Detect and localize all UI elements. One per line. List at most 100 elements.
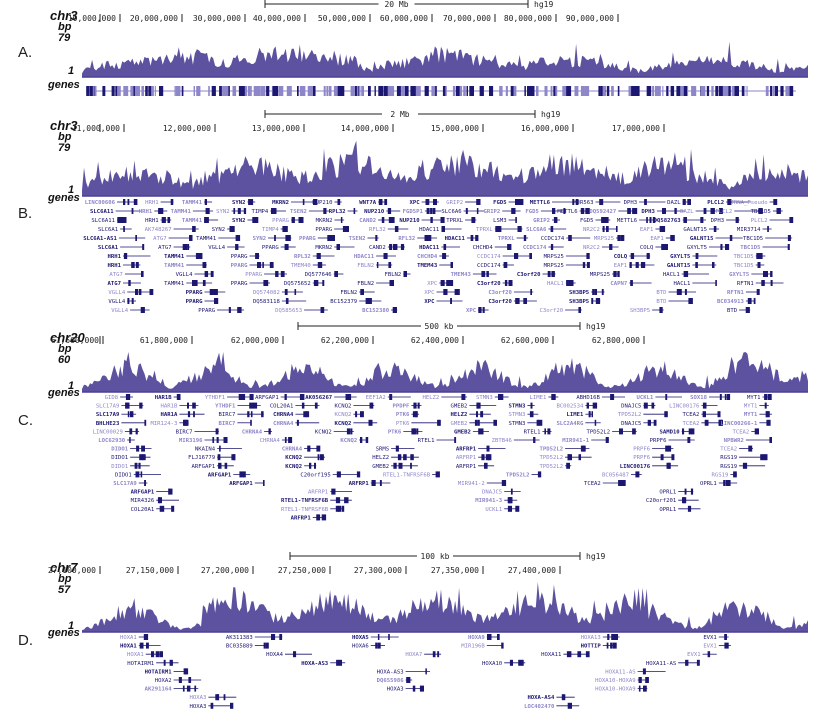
gene-label: LINC00176 bbox=[669, 404, 699, 410]
gene-label: DAZL bbox=[680, 209, 694, 215]
gene-exon bbox=[510, 280, 513, 286]
gene-label: TAMM41 bbox=[182, 200, 203, 206]
gene-block bbox=[278, 86, 284, 96]
gene-exon bbox=[504, 280, 508, 286]
gene-label: TAMM41 bbox=[196, 236, 216, 242]
gene-exon bbox=[235, 235, 241, 241]
gene-label: YTHDF1 bbox=[215, 404, 236, 410]
gene-exon bbox=[142, 454, 146, 461]
gene-label: MIR4326 bbox=[131, 498, 155, 504]
gene-label: BIRC7 bbox=[176, 429, 193, 435]
gene-exon bbox=[353, 208, 356, 214]
gene-exon bbox=[151, 651, 155, 658]
axis-tick-label: 10,000,000 bbox=[68, 14, 116, 23]
gene-exon bbox=[544, 428, 546, 435]
gene-exon bbox=[586, 253, 590, 259]
gene-exon bbox=[340, 217, 343, 223]
gene-exon bbox=[591, 411, 593, 418]
gene-exon bbox=[131, 208, 134, 214]
gene-exon bbox=[715, 280, 717, 286]
gene-exon bbox=[443, 289, 448, 295]
gene-label: LIME1 bbox=[567, 412, 584, 418]
gene-exon bbox=[215, 694, 219, 701]
gene-exon bbox=[524, 235, 527, 241]
gene-exon bbox=[652, 217, 656, 223]
gene-label: EAF1 bbox=[614, 263, 627, 269]
gene-exon bbox=[645, 677, 647, 683]
gene-exon bbox=[757, 289, 760, 295]
gene-label: ATG7 bbox=[158, 245, 171, 251]
gene-exon bbox=[337, 505, 342, 512]
gene-exon bbox=[713, 226, 717, 232]
gene-exon bbox=[135, 289, 138, 295]
gene-exon bbox=[135, 428, 138, 435]
gene-label: FGD5P1 bbox=[403, 209, 424, 215]
gene-exon bbox=[507, 497, 512, 504]
gene-exon bbox=[202, 262, 207, 268]
gene-label: MIR563 bbox=[573, 200, 593, 206]
gene-exon bbox=[224, 462, 228, 469]
gene-exon bbox=[745, 307, 750, 313]
axis-tick-label: 27,250,000 bbox=[278, 566, 326, 575]
gene-block bbox=[239, 86, 243, 96]
gene-exon bbox=[599, 199, 604, 205]
gene-label: FGD5 bbox=[493, 200, 506, 206]
gene-exon bbox=[269, 262, 274, 268]
gene-exon bbox=[533, 437, 536, 443]
gene-exon bbox=[323, 208, 327, 214]
gene-exon bbox=[355, 411, 358, 418]
gene-block bbox=[479, 86, 484, 96]
gene-exon bbox=[580, 208, 585, 214]
gene-exon bbox=[764, 394, 768, 400]
gene-label: OPRL1 bbox=[700, 481, 717, 487]
gene-label: HOXA11-AS bbox=[646, 661, 676, 667]
gene-label: HRH1 bbox=[139, 209, 153, 215]
gene-block bbox=[562, 86, 567, 96]
gene-label: CHCHD4 bbox=[417, 254, 438, 260]
gene-block bbox=[131, 86, 137, 96]
gene-block bbox=[788, 86, 791, 96]
gene-label: SLC6A1-AS1 bbox=[83, 236, 117, 242]
gene-label: MRPS25 bbox=[544, 263, 564, 269]
gene-exon bbox=[768, 394, 772, 400]
gene-label: SLC6A6 bbox=[441, 209, 461, 215]
gene-block bbox=[148, 86, 152, 96]
gene-exon bbox=[195, 253, 200, 259]
gene-exon bbox=[346, 428, 351, 435]
gene-exon bbox=[550, 244, 554, 250]
gene-label: XPC bbox=[424, 299, 434, 305]
gene-exon bbox=[141, 445, 145, 452]
gene-exon bbox=[316, 445, 321, 452]
axis-tick-label: 62,000,000 bbox=[231, 336, 279, 345]
gene-block bbox=[566, 86, 571, 96]
gene-block bbox=[724, 86, 729, 96]
gene-exon bbox=[129, 428, 133, 435]
gene-label: EEF1A2 bbox=[366, 395, 386, 401]
gene-exon bbox=[550, 226, 554, 232]
gene-block bbox=[772, 86, 775, 96]
gene-exon bbox=[566, 280, 570, 286]
gene-exon bbox=[123, 253, 126, 259]
gene-block bbox=[111, 86, 115, 96]
gene-block bbox=[701, 86, 703, 96]
gene-exon bbox=[498, 394, 502, 400]
gene-exon bbox=[514, 253, 519, 259]
gene-label: OPRL1 bbox=[659, 507, 676, 513]
gene-label: MIR3714 bbox=[737, 227, 761, 233]
gene-label: DQ583118 bbox=[253, 299, 281, 305]
gene-exon bbox=[449, 280, 454, 286]
gene-block bbox=[574, 86, 579, 96]
gene-exon bbox=[330, 235, 335, 241]
gene-exon bbox=[595, 298, 601, 304]
gene-exon bbox=[501, 480, 507, 486]
gene-label: SYN2 bbox=[232, 218, 245, 224]
gene-exon bbox=[379, 480, 382, 486]
chromosome-label: chr3 bbox=[50, 8, 78, 23]
gene-exon bbox=[456, 289, 460, 295]
gene-exon bbox=[602, 217, 606, 223]
gene-exon bbox=[388, 217, 393, 223]
gene-block bbox=[706, 86, 710, 96]
gene-exon bbox=[688, 298, 693, 304]
